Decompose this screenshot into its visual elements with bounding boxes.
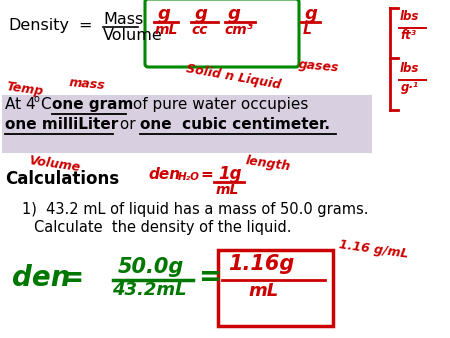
Text: Volume: Volume [28, 154, 81, 174]
FancyBboxPatch shape [145, 0, 299, 67]
Text: Solid n Liquid: Solid n Liquid [185, 62, 282, 92]
Text: mL: mL [248, 282, 278, 300]
Text: or: or [115, 117, 140, 132]
Text: lbs: lbs [400, 10, 419, 23]
Text: gases: gases [298, 58, 340, 74]
Text: =: = [78, 18, 91, 33]
Text: mL: mL [155, 23, 178, 37]
Text: of pure water occupies: of pure water occupies [128, 97, 308, 112]
Text: Density: Density [8, 18, 69, 33]
Text: lbs: lbs [400, 62, 419, 75]
Text: Temp: Temp [5, 80, 44, 98]
Text: 1.16g: 1.16g [228, 254, 294, 274]
Bar [218, 250, 333, 326]
Text: 43.2mL: 43.2mL [112, 281, 187, 299]
Text: g: g [305, 5, 318, 23]
Text: Mass: Mass [103, 12, 143, 27]
Text: den: den [148, 167, 180, 182]
Text: g: g [195, 5, 208, 23]
Text: Calculate  the density of the liquid.: Calculate the density of the liquid. [34, 220, 292, 235]
Text: Volume: Volume [103, 28, 163, 43]
Text: g: g [158, 5, 171, 23]
Text: C: C [40, 97, 50, 112]
Text: 1.16 g/mL: 1.16 g/mL [338, 238, 409, 261]
Text: g: g [228, 5, 241, 23]
Text: cm³: cm³ [224, 23, 253, 37]
Text: At 4: At 4 [5, 97, 36, 112]
Text: =: = [200, 167, 213, 182]
Text: =: = [60, 264, 83, 292]
Text: 1g: 1g [218, 165, 242, 183]
Text: length: length [245, 154, 292, 173]
Text: =: = [198, 263, 221, 291]
Text: cc: cc [191, 23, 207, 37]
Text: one  cubic centimeter.: one cubic centimeter. [140, 117, 330, 132]
Text: ft³: ft³ [400, 29, 416, 42]
Text: Calculations: Calculations [5, 170, 119, 188]
Text: one gram: one gram [52, 97, 133, 112]
Text: mL: mL [216, 183, 239, 197]
Text: H₂O: H₂O [178, 172, 200, 182]
Text: mass: mass [68, 76, 105, 92]
Text: one milliLiter: one milliLiter [5, 117, 118, 132]
Text: 50.0g: 50.0g [118, 257, 184, 277]
Text: o: o [34, 94, 40, 104]
Text: den: den [12, 264, 71, 292]
Text: 1)  43.2 mL of liquid has a mass of 50.0 grams.: 1) 43.2 mL of liquid has a mass of 50.0 … [22, 202, 369, 217]
Bar [2, 95, 372, 153]
Text: L: L [303, 23, 312, 37]
Text: g·¹: g·¹ [401, 81, 419, 94]
